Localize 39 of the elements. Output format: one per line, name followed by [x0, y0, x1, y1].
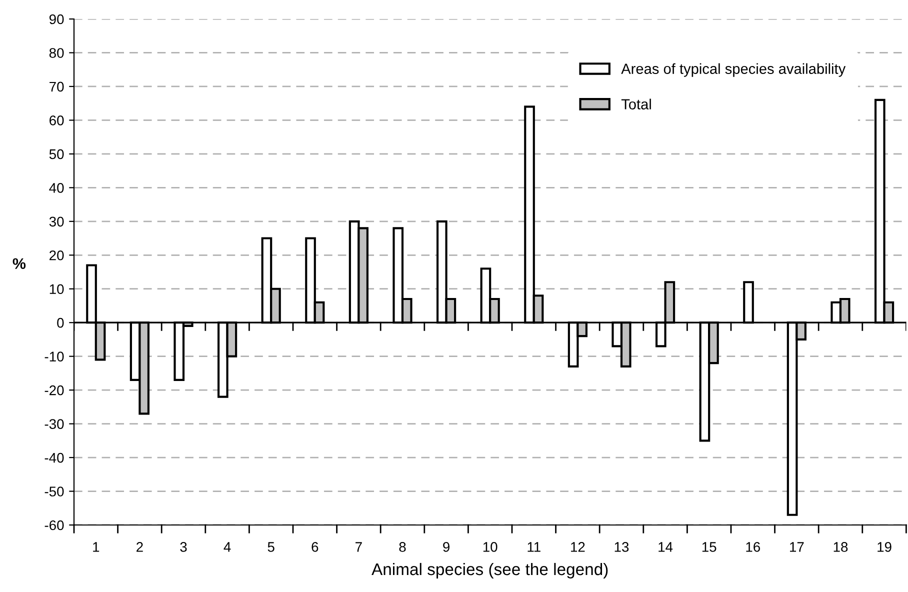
x-tick-label: 7	[356, 542, 362, 552]
x-tick-label: 16	[746, 542, 760, 552]
y-tick-label: 30	[49, 216, 64, 227]
legend-label: Areas of typical species availability	[621, 63, 846, 77]
x-tick-label: 14	[658, 542, 673, 552]
legend-label: Total	[621, 98, 651, 110]
x-tick-label: 12	[571, 542, 585, 552]
y-axis-title: %	[12, 258, 26, 269]
x-tick-label: 8	[399, 542, 406, 552]
x-tick-label: 19	[878, 542, 892, 552]
x-tick-label: 15	[702, 542, 716, 552]
x-tick-label: 5	[268, 542, 274, 552]
x-tick-label: 9	[443, 542, 450, 552]
x-tick-label: 10	[483, 542, 498, 552]
y-tick-label: -30	[44, 419, 64, 429]
x-tick-label: 18	[834, 542, 848, 552]
x-tick-label: 13	[614, 542, 629, 552]
y-tick-label: 80	[49, 48, 64, 58]
y-tick-label: 70	[50, 82, 64, 92]
y-tick-label: 20	[50, 250, 64, 260]
y-tick-label: 60	[50, 116, 64, 126]
y-tick-label: 40	[49, 183, 64, 193]
x-tick-label: 17	[790, 542, 804, 552]
x-tick-label: 3	[180, 542, 187, 552]
y-tick-label: -20	[44, 385, 64, 396]
x-tick-label: 1	[93, 542, 100, 552]
y-tick-label: 10	[50, 284, 64, 294]
y-tick-label: -50	[44, 486, 64, 496]
y-tick-label: -10	[44, 352, 64, 362]
x-axis-title: Animal species (see the legend)	[372, 562, 608, 578]
x-tick-label: 4	[224, 542, 231, 552]
y-tick-label: 50	[49, 149, 64, 160]
y-tick-label: 0	[57, 318, 64, 328]
y-tick-label: -40	[44, 452, 64, 463]
x-tick-label: 2	[136, 542, 143, 552]
y-tick-label: 90	[49, 14, 64, 24]
x-tick-label: 11	[528, 542, 540, 552]
x-tick-label: 6	[312, 542, 318, 552]
y-tick-label: -60	[44, 520, 64, 530]
